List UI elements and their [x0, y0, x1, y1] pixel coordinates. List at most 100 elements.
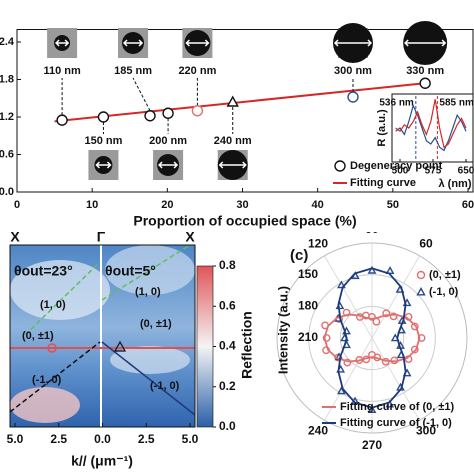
r-axis-label: Intensity (a.u.): [275, 286, 290, 374]
data-point: [389, 312, 398, 321]
angle-tick-label: 60: [419, 237, 433, 251]
heatmap-patch: [10, 387, 80, 423]
y-tick-label: 1.8: [0, 73, 14, 85]
data-point: [417, 334, 426, 342]
legend-marker: [416, 270, 426, 280]
data-point: [343, 358, 352, 367]
data-point: [382, 309, 391, 318]
annotation: (1, 0): [135, 286, 161, 298]
top-panel: 0.0 0.6 1.2 1.8 2.4 0 10 20 30 40 50 60 Proportion o…: [0, 21, 474, 229]
colorbar-tick-label: 0.8: [219, 258, 236, 272]
point-label: 150 nm: [84, 135, 122, 147]
fit-curve: [337, 267, 407, 409]
colorbar-tick-label: 0.2: [219, 379, 236, 393]
leader-line: [132, 77, 151, 111]
x-tick-label: 5.0: [7, 432, 24, 446]
r-tick-label: 210: [298, 330, 318, 344]
top-label: X: [185, 229, 195, 245]
x-tick-label: 575: [425, 166, 442, 177]
y-axis-label: R (a.u.): [376, 109, 388, 147]
branch-line: [10, 341, 101, 413]
angle-tick-label: 240: [308, 424, 328, 438]
heatmap-panel: X Γ X 5.0 2.5 0.0 2.5 5.0 k// (μm⁻¹) 0.0 0.2 0.4 0.6…: [7, 229, 255, 469]
data-point: [419, 77, 431, 89]
legend-label: Fitting curve: [350, 177, 416, 189]
r-tick-label: 180: [298, 299, 318, 313]
thumbnail-arrow: [158, 161, 179, 169]
x-tick-label: 2.5: [50, 432, 67, 446]
r-tick-label: 150: [298, 267, 318, 281]
x-tick-label: 60: [462, 199, 474, 211]
annotation: 536 nm: [379, 98, 414, 109]
data-point: [56, 114, 68, 126]
data-point: [410, 322, 419, 331]
top-label: X: [10, 229, 20, 245]
y-tick-label: 0.0: [0, 186, 14, 198]
annotation: 585 nm: [439, 98, 474, 109]
thumbnail-arrow: [404, 39, 447, 47]
grid-spoke: [371, 337, 420, 421]
angle-tick-label: 120: [308, 237, 328, 251]
legend-label: (0, ±1): [429, 269, 461, 281]
branch-line: [101, 341, 195, 416]
legend-marker: [416, 287, 426, 296]
legend-label: Fitting curve of (-1, 0): [340, 417, 452, 429]
marker: [47, 343, 57, 353]
x-tick-label: 0: [14, 199, 20, 211]
colorbar-tick-label: 0.0: [219, 419, 236, 433]
heatmap-patch: [110, 346, 190, 374]
thumbnail-arrow: [218, 161, 247, 169]
branch-line: [101, 245, 192, 301]
heatmap-patch: [10, 260, 110, 320]
legend-label: Degeneracy point: [350, 160, 443, 172]
data-point: [322, 334, 331, 342]
x-tick-label: 2.5: [138, 432, 155, 446]
top-label: Γ: [97, 229, 106, 245]
data-point: [367, 265, 377, 274]
x-tick-label: 30: [236, 199, 248, 211]
x-axis-label: λ (nm): [439, 178, 472, 190]
x-tick-label: 20: [161, 199, 173, 211]
x-tick-label: 10: [86, 199, 98, 211]
data-point: [191, 105, 204, 117]
data-point: [162, 107, 174, 119]
x-tick-label: 500: [392, 166, 409, 177]
inset-frame: [391, 93, 474, 163]
data-point: [144, 110, 156, 122]
x-tick-label: 0.0: [94, 432, 111, 446]
angle-tick-label: 300: [416, 424, 436, 438]
heatmap-image: [10, 245, 195, 427]
point-label: 110 nm: [43, 65, 81, 77]
fit-line: [54, 81, 431, 123]
point-label: 330 nm: [406, 65, 444, 77]
spectrum-line: [395, 99, 467, 149]
point-label: 185 nm: [114, 65, 152, 77]
branch-line: [24, 261, 101, 336]
thumbnail-arrow: [122, 39, 144, 47]
legend-label: Fitting curve of (0, ±1): [340, 401, 455, 413]
annotation: (0, ±1): [22, 330, 54, 342]
data-point: [336, 386, 346, 395]
colorbar-label: Reflection: [239, 311, 255, 379]
data-point: [410, 345, 419, 354]
thumbnail-arrow: [95, 161, 112, 169]
legend-marker: [334, 160, 346, 172]
annotation: (-1, 0): [150, 380, 180, 392]
colorbar-tick-label: 0.4: [219, 339, 236, 353]
x-tick-label: 5.0: [182, 432, 199, 446]
grid-spoke: [371, 255, 420, 339]
marker: [113, 340, 127, 352]
spectrum-line: [395, 103, 467, 152]
y-tick-label: 2.4: [0, 36, 15, 48]
x-tick-label: 650: [458, 166, 474, 177]
annotation: θout=5°: [105, 263, 156, 279]
annotation: (-1, 0): [32, 374, 62, 386]
colorbar: [196, 265, 214, 428]
grid-spoke: [324, 255, 373, 339]
data-point: [97, 111, 110, 123]
y-tick-label: 0.6: [0, 148, 14, 160]
x-axis-label: k// (μm⁻¹): [71, 453, 133, 469]
data-point: [226, 95, 239, 107]
data-point: [385, 399, 395, 408]
annotation: (0, ±1): [140, 318, 172, 330]
